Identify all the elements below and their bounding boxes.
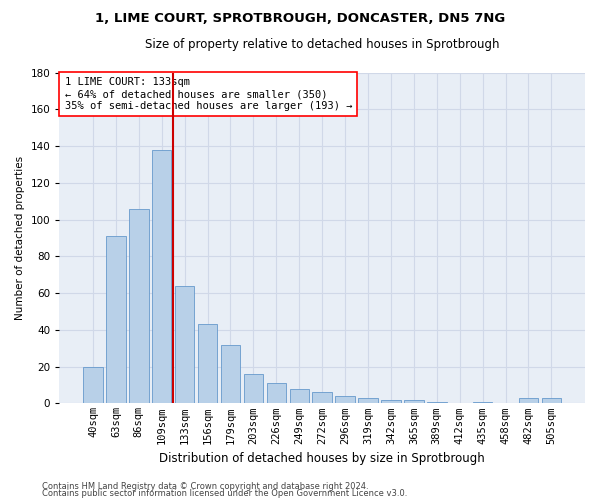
Bar bbox=[266, 383, 286, 404]
Bar bbox=[313, 392, 332, 404]
Bar bbox=[473, 402, 493, 404]
Bar bbox=[244, 374, 263, 404]
Bar bbox=[542, 398, 561, 404]
Bar bbox=[83, 366, 103, 404]
Bar bbox=[427, 402, 446, 404]
Title: Size of property relative to detached houses in Sprotbrough: Size of property relative to detached ho… bbox=[145, 38, 499, 51]
Bar bbox=[198, 324, 217, 404]
Bar bbox=[175, 286, 194, 404]
Bar bbox=[129, 208, 149, 404]
Bar bbox=[152, 150, 172, 404]
Bar bbox=[221, 344, 240, 404]
Y-axis label: Number of detached properties: Number of detached properties bbox=[15, 156, 25, 320]
Bar bbox=[106, 236, 125, 404]
Text: Contains HM Land Registry data © Crown copyright and database right 2024.: Contains HM Land Registry data © Crown c… bbox=[42, 482, 368, 491]
Bar bbox=[290, 388, 309, 404]
Text: Contains public sector information licensed under the Open Government Licence v3: Contains public sector information licen… bbox=[42, 490, 407, 498]
Text: 1 LIME COURT: 133sqm
← 64% of detached houses are smaller (350)
35% of semi-deta: 1 LIME COURT: 133sqm ← 64% of detached h… bbox=[65, 78, 352, 110]
Bar bbox=[404, 400, 424, 404]
Text: 1, LIME COURT, SPROTBROUGH, DONCASTER, DN5 7NG: 1, LIME COURT, SPROTBROUGH, DONCASTER, D… bbox=[95, 12, 505, 26]
Bar bbox=[381, 400, 401, 404]
Bar bbox=[335, 396, 355, 404]
Bar bbox=[519, 398, 538, 404]
Bar bbox=[358, 398, 378, 404]
X-axis label: Distribution of detached houses by size in Sprotbrough: Distribution of detached houses by size … bbox=[159, 452, 485, 465]
